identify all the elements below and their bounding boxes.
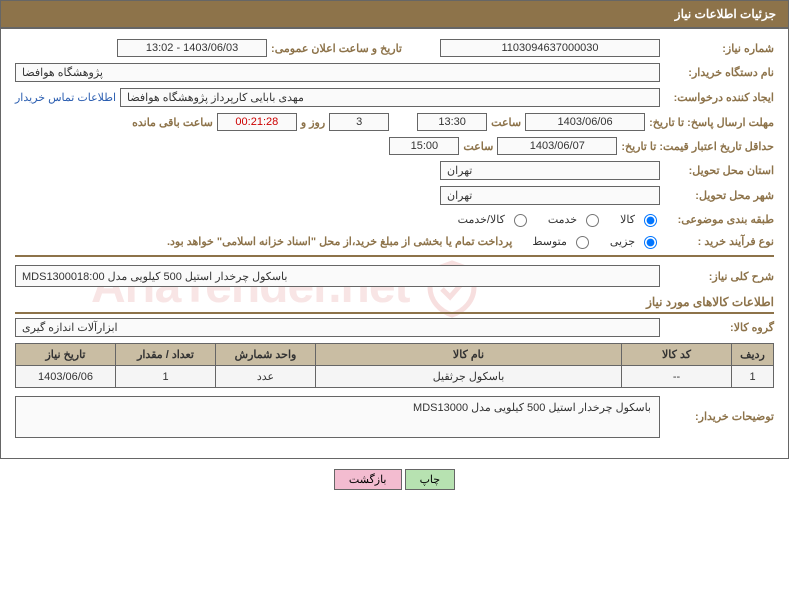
- desc-label: شرح کلی نیاز:: [664, 270, 774, 283]
- page-header: جزئیات اطلاعات نیاز: [0, 0, 789, 28]
- cell-unit: عدد: [216, 366, 316, 388]
- time-label-2: ساعت: [463, 140, 493, 153]
- cat-both-label: کالا/خدمت: [458, 213, 505, 226]
- purchase-type-label: نوع فرآیند خرید :: [664, 235, 774, 248]
- category-radio-group: کالا خدمت کالا/خدمت: [458, 211, 660, 227]
- time-label-1: ساعت: [491, 116, 521, 129]
- group-value: ابزارآلات اندازه گیری: [15, 318, 660, 337]
- cat-goods-option[interactable]: کالا: [620, 211, 660, 227]
- pt-minor-label: جزیی: [610, 235, 635, 248]
- province-label: استان محل تحویل:: [664, 164, 774, 177]
- announce-label: تاریخ و ساعت اعلان عمومی:: [271, 42, 402, 55]
- validity-date: 1403/06/07: [497, 137, 617, 155]
- th-row: ردیف: [732, 344, 774, 366]
- th-code: کد کالا: [622, 344, 732, 366]
- cell-date: 1403/06/06: [16, 366, 116, 388]
- validity-time: 15:00: [389, 137, 459, 155]
- deadline-label: مهلت ارسال پاسخ: تا تاریخ:: [649, 116, 774, 129]
- deadline-time: 13:30: [417, 113, 487, 131]
- table-row: 1 -- باسکول جرثقیل عدد 1 1403/06/06: [16, 366, 774, 388]
- cat-service-option[interactable]: خدمت: [548, 211, 602, 227]
- footer-buttons: چاپ بازگشت: [0, 459, 789, 494]
- desc-value: باسکول چرخدار استیل 500 کیلویی مدل MDS13…: [15, 265, 660, 287]
- items-table: ردیف کد کالا نام کالا واحد شمارش تعداد /…: [15, 343, 774, 388]
- cat-goods-label: کالا: [620, 213, 635, 226]
- province-value: تهران: [440, 161, 660, 180]
- table-header-row: ردیف کد کالا نام کالا واحد شمارش تعداد /…: [16, 344, 774, 366]
- pt-medium-label: متوسط: [532, 235, 567, 248]
- back-button[interactable]: بازگشت: [334, 469, 402, 490]
- separator-1: [15, 255, 774, 257]
- category-label: طبقه بندی موضوعی:: [664, 213, 774, 226]
- buyer-org-value: پژوهشگاه هوافضا: [15, 63, 660, 82]
- print-button[interactable]: چاپ: [405, 469, 456, 490]
- cell-qty: 1: [116, 366, 216, 388]
- group-label: گروه کالا:: [664, 321, 774, 334]
- requester-label: ایجاد کننده درخواست:: [664, 91, 774, 104]
- days-and-label: روز و: [301, 116, 325, 129]
- cat-service-radio[interactable]: [586, 214, 599, 227]
- payment-note: پرداخت تمام یا بخشی از مبلغ خرید،از محل …: [167, 235, 512, 248]
- buyer-org-label: نام دستگاه خریدار:: [664, 66, 774, 79]
- purchase-type-radio-group: جزیی متوسط: [532, 233, 660, 249]
- validity-label: حداقل تاریخ اعتبار قیمت: تا تاریخ:: [621, 140, 774, 153]
- remaining-label: ساعت باقی مانده: [132, 116, 213, 129]
- content-panel: AriaTender.net شماره نیاز: 1103094637000…: [0, 28, 789, 459]
- th-unit: واحد شمارش: [216, 344, 316, 366]
- buyer-notes-label: توضیحات خریدار:: [664, 396, 774, 423]
- contact-link[interactable]: اطلاعات تماس خریدار: [15, 91, 116, 104]
- cell-row: 1: [732, 366, 774, 388]
- cell-name: باسکول جرثقیل: [316, 366, 622, 388]
- days-value: 3: [329, 113, 389, 131]
- need-no-value: 1103094637000030: [440, 39, 660, 57]
- cat-service-label: خدمت: [548, 213, 577, 226]
- need-no-label: شماره نیاز:: [664, 42, 774, 55]
- announce-value: 1403/06/03 - 13:02: [117, 39, 267, 57]
- pt-medium-radio[interactable]: [576, 236, 589, 249]
- pt-medium-option[interactable]: متوسط: [532, 233, 592, 249]
- th-qty: تعداد / مقدار: [116, 344, 216, 366]
- cat-both-radio[interactable]: [514, 214, 527, 227]
- page-title: جزئیات اطلاعات نیاز: [675, 7, 776, 21]
- th-date: تاریخ نیاز: [16, 344, 116, 366]
- cell-code: --: [622, 366, 732, 388]
- items-section-title: اطلاعات کالاهای مورد نیاز: [15, 295, 774, 314]
- requester-value: مهدی بابایی کارپرداز پژوهشگاه هوافضا: [120, 88, 660, 107]
- countdown-value: 00:21:28: [217, 113, 297, 131]
- buyer-notes-value: باسکول چرخدار استیل 500 کیلویی مدل MDS13…: [15, 396, 660, 438]
- pt-minor-option[interactable]: جزیی: [610, 233, 660, 249]
- cat-both-option[interactable]: کالا/خدمت: [458, 211, 530, 227]
- th-name: نام کالا: [316, 344, 622, 366]
- city-label: شهر محل تحویل:: [664, 189, 774, 202]
- city-value: تهران: [440, 186, 660, 205]
- pt-minor-radio[interactable]: [644, 236, 657, 249]
- cat-goods-radio[interactable]: [644, 214, 657, 227]
- deadline-date: 1403/06/06: [525, 113, 645, 131]
